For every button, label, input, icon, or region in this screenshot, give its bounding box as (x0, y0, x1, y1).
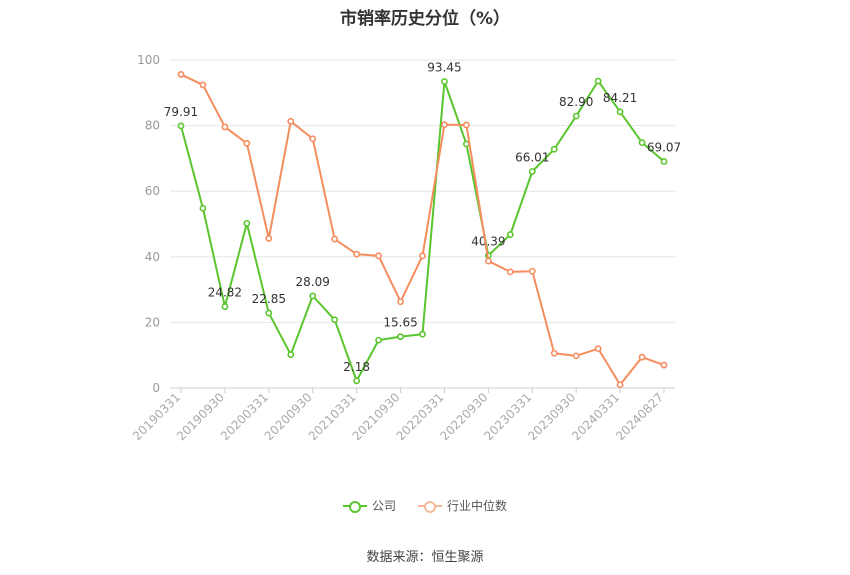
data-point-1 (441, 121, 448, 129)
data-point-0 (441, 78, 448, 85)
data-point-1 (550, 349, 558, 357)
data-point-1 (243, 139, 251, 147)
data-point-1 (638, 353, 646, 361)
data-point-1 (397, 298, 404, 306)
data-point-0 (550, 145, 558, 153)
data-label: 15.65 (383, 316, 417, 330)
data-label: 22.85 (252, 292, 286, 306)
y-tick-label: 40 (145, 250, 160, 264)
data-point-1 (221, 123, 229, 131)
legend-label-company: 公司 (371, 499, 396, 513)
data-point-0 (528, 168, 536, 175)
data-point-1 (484, 257, 492, 265)
legend-label-industry: 行业中位数 (447, 499, 508, 513)
source-note: 数据来源：恒生聚源 (366, 550, 484, 565)
y-tick-label: 20 (145, 315, 160, 329)
legend-item-industry[interactable]: 行业中位数 (418, 497, 507, 514)
data-point-0 (375, 336, 382, 344)
data-point-0 (309, 292, 317, 300)
data-point-1 (375, 252, 382, 260)
data-label: 84.21 (603, 91, 637, 105)
data-point-0 (221, 303, 229, 310)
data-point-0 (199, 204, 207, 212)
data-point-1 (309, 135, 317, 143)
series-line-1 (180, 73, 665, 386)
data-point-0 (177, 122, 185, 130)
data-point-1 (287, 117, 295, 125)
data-point-0 (353, 377, 361, 385)
data-point-1 (265, 235, 273, 242)
data-point-1 (177, 71, 185, 78)
data-point-0 (638, 139, 646, 147)
data-point-0 (594, 77, 602, 85)
legend-line-company (342, 500, 367, 513)
y-tick-label: 100 (137, 53, 160, 67)
data-label: 82.90 (559, 95, 593, 109)
data-point-0 (419, 330, 426, 338)
data-label: 40.39 (471, 235, 505, 249)
data-point-1 (594, 345, 602, 353)
data-label: 69.07 (647, 140, 681, 154)
data-point-1 (506, 268, 514, 276)
data-point-0 (397, 333, 404, 341)
legend: 公司 行业中位数 (0, 497, 850, 514)
data-label: 66.01 (515, 150, 549, 164)
x-tick-label: 20240827 (613, 390, 666, 443)
chart-title: 市销率历史分位（%） (339, 9, 511, 29)
data-point-1 (528, 267, 536, 275)
data-point-0 (572, 112, 580, 120)
data-point-1 (199, 81, 207, 89)
data-label: 79.91 (164, 105, 198, 119)
data-point-0 (265, 309, 273, 317)
data-point-0 (287, 351, 295, 358)
data-point-1 (353, 250, 361, 258)
data-point-1 (419, 252, 426, 260)
data-point-0 (243, 219, 251, 227)
data-point-1 (616, 381, 624, 389)
data-point-1 (660, 361, 668, 369)
data-point-1 (331, 235, 339, 243)
data-point-0 (506, 231, 514, 238)
legend-item-company[interactable]: 公司 (342, 497, 396, 514)
y-tick-label: 80 (145, 119, 160, 133)
data-label: 2.18 (343, 360, 370, 374)
y-tick-label: 60 (145, 184, 160, 198)
data-point-1 (463, 121, 470, 129)
data-point-0 (660, 158, 668, 165)
data-label: 93.45 (427, 60, 461, 74)
data-label: 24.82 (208, 286, 242, 300)
data-point-1 (572, 352, 580, 360)
y-tick-label: 0 (152, 381, 160, 395)
data-label: 28.09 (296, 275, 330, 289)
legend-line-industry (418, 500, 442, 513)
data-point-0 (616, 108, 624, 116)
data-point-0 (331, 316, 339, 324)
